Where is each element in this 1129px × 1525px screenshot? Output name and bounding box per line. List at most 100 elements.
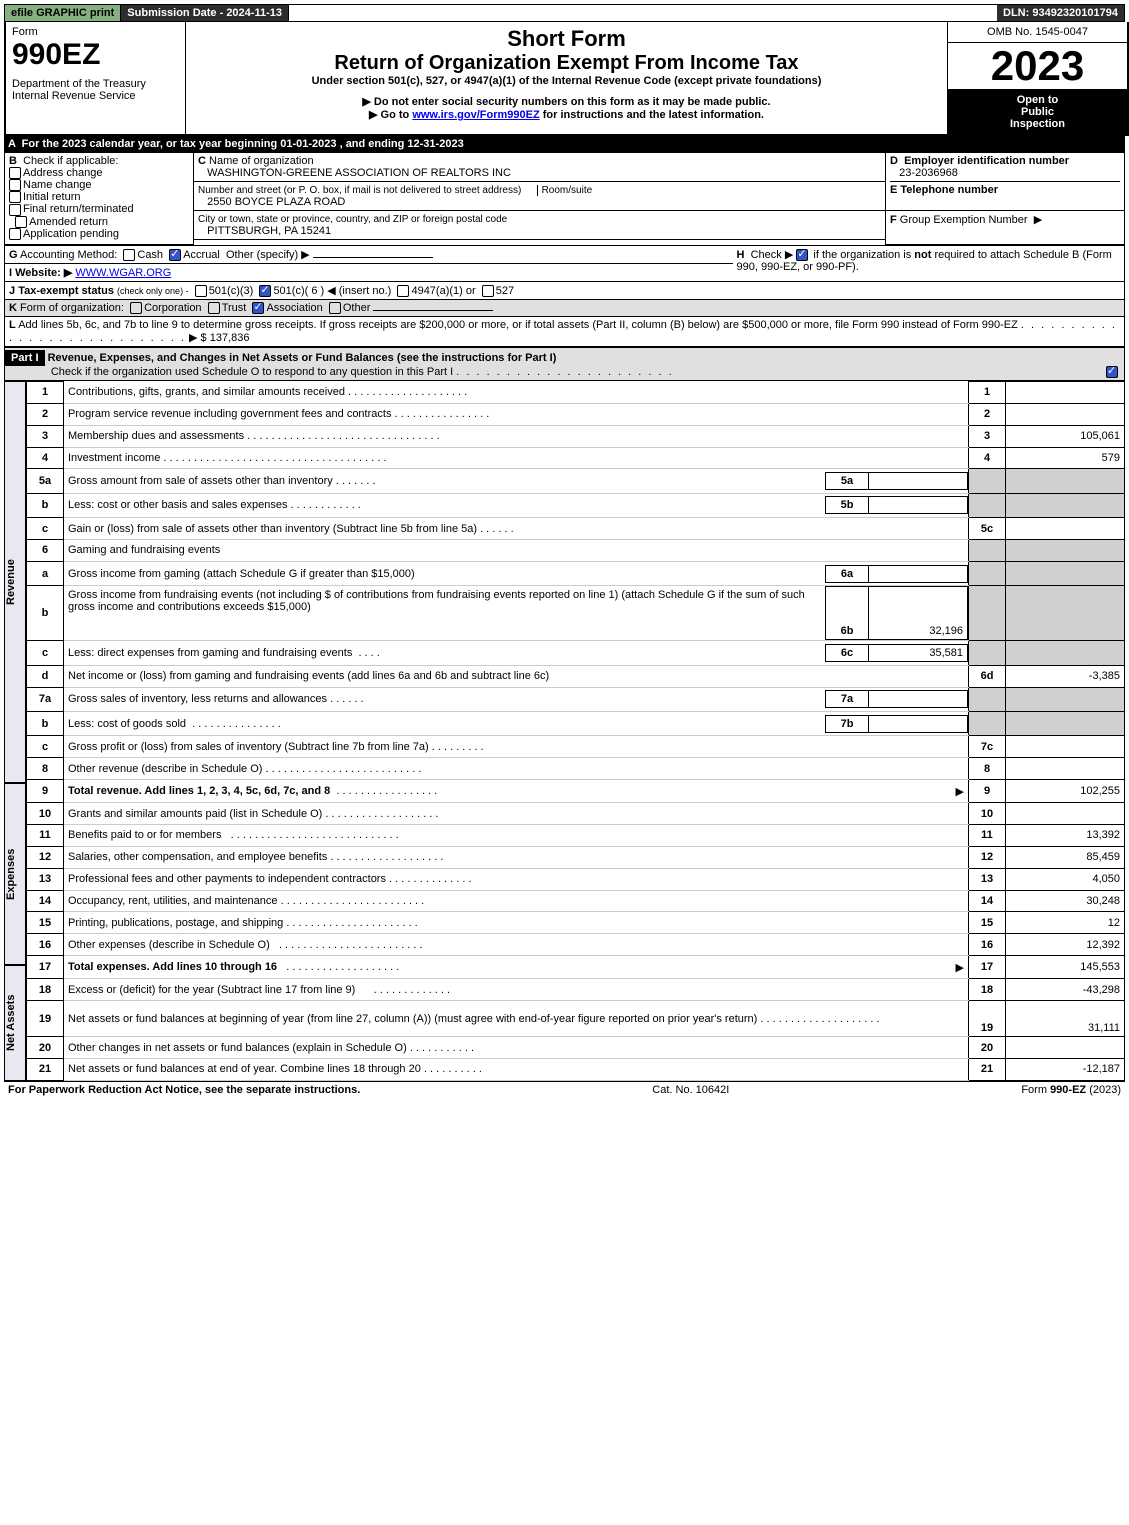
footer-right: Form 990-EZ (2023) bbox=[1021, 1084, 1121, 1096]
checkbox-H[interactable] bbox=[796, 249, 808, 261]
H-text: if the organization is not required to a… bbox=[737, 249, 1112, 273]
J-501c: 501(c)( 6 ) ◀ (insert no.) bbox=[273, 285, 391, 297]
checkbox-address-change[interactable] bbox=[9, 167, 21, 179]
section-B-through-F: B Check if applicable: Address change Na… bbox=[4, 152, 1125, 245]
checkbox-cash[interactable] bbox=[123, 249, 135, 261]
form-word: Form bbox=[12, 26, 179, 38]
K-corp: Corporation bbox=[144, 302, 201, 314]
ein-value: 23-2036968 bbox=[899, 167, 958, 179]
checkbox-amended-return[interactable] bbox=[15, 216, 27, 228]
line-6c: cLess: direct expenses from gaming and f… bbox=[27, 641, 1125, 665]
part-I-body: Revenue Expenses Net Assets 1Contributio… bbox=[4, 381, 1125, 1081]
line-7c: cGross profit or (loss) from sales of in… bbox=[27, 736, 1125, 758]
short-form-title: Short Form bbox=[192, 26, 941, 52]
checkbox-accrual[interactable] bbox=[169, 249, 181, 261]
city-state-zip: PITTSBURGH, PA 15241 bbox=[207, 225, 331, 237]
top-bar: efile GRAPHIC print Submission Date - 20… bbox=[4, 4, 1125, 22]
checkbox-initial-return[interactable] bbox=[9, 191, 21, 203]
street-address: 2550 BOYCE PLAZA ROAD bbox=[207, 196, 345, 208]
line-6: 6Gaming and fundraising events bbox=[27, 540, 1125, 562]
vlabel-revenue: Revenue bbox=[4, 381, 26, 783]
B-final: Final return/terminated bbox=[23, 203, 134, 215]
checkbox-name-change[interactable] bbox=[9, 179, 21, 191]
checkbox-final-return[interactable] bbox=[9, 204, 21, 216]
part-I-heading: Revenue, Expenses, and Changes in Net As… bbox=[48, 352, 557, 364]
line-10: 10Grants and similar amounts paid (list … bbox=[27, 803, 1125, 825]
open-to-text: Open to bbox=[952, 94, 1123, 106]
dln-number: DLN: 93492320101794 bbox=[997, 5, 1124, 21]
K-other: Other bbox=[343, 302, 371, 314]
open-public-inspection: Open to Public Inspection bbox=[948, 90, 1127, 134]
section-C-street: Number and street (or P. O. box, if mail… bbox=[194, 182, 886, 211]
vlabel-expenses: Expenses bbox=[4, 783, 26, 965]
line-19: 19Net assets or fund balances at beginni… bbox=[27, 1001, 1125, 1037]
line-5c: cGain or (loss) from sale of assets othe… bbox=[27, 518, 1125, 540]
topbar-spacer bbox=[289, 5, 997, 21]
checkbox-501c[interactable] bbox=[259, 285, 271, 297]
checkbox-527[interactable] bbox=[482, 285, 494, 297]
part-I-header-row: Part I Revenue, Expenses, and Changes in… bbox=[4, 347, 1125, 381]
J-4947: 4947(a)(1) or bbox=[411, 285, 475, 297]
header-left: Form 990EZ Department of the Treasury In… bbox=[6, 22, 186, 134]
section-I: I Website: ▶ WWW.WGAR.ORG bbox=[5, 263, 733, 281]
vlabel-netassets: Net Assets bbox=[4, 965, 26, 1081]
section-J: J Tax-exempt status (check only one) ‐ 5… bbox=[5, 281, 1125, 299]
L-amount: ▶ $ 137,836 bbox=[189, 332, 249, 344]
part-I-check-desc: Check if the organization used Schedule … bbox=[51, 366, 453, 378]
B-amended: Amended return bbox=[29, 216, 108, 228]
line-21: 21Net assets or fund balances at end of … bbox=[27, 1058, 1125, 1080]
G-label: Accounting Method: bbox=[20, 249, 117, 261]
no-ssn-text: ▶ Do not enter social security numbers o… bbox=[192, 95, 941, 108]
D-label: Employer identification number bbox=[904, 155, 1069, 167]
vertical-labels: Revenue Expenses Net Assets bbox=[4, 381, 26, 1081]
line-18: 18Excess or (deficit) for the year (Subt… bbox=[27, 979, 1125, 1001]
room-suite-label: Room/suite bbox=[537, 185, 593, 196]
section-G: G Accounting Method: Cash Accrual Other … bbox=[5, 245, 733, 263]
checkbox-trust[interactable] bbox=[208, 302, 220, 314]
section-F: F Group Exemption Number ▶ bbox=[886, 211, 1125, 245]
E-label: Telephone number bbox=[900, 184, 998, 196]
K-trust: Trust bbox=[222, 302, 247, 314]
checkbox-schedule-O[interactable] bbox=[1106, 366, 1118, 378]
B-name-change: Name change bbox=[23, 179, 92, 191]
line-9: 9Total revenue. Add lines 1, 2, 3, 4, 5c… bbox=[27, 780, 1125, 803]
line-16: 16Other expenses (describe in Schedule O… bbox=[27, 934, 1125, 956]
section-C-city: City or town, state or province, country… bbox=[194, 211, 886, 240]
line-6a: aGross income from gaming (attach Schedu… bbox=[27, 561, 1125, 585]
line-1: 1Contributions, gifts, grants, and simil… bbox=[27, 381, 1125, 403]
return-title: Return of Organization Exempt From Incom… bbox=[192, 52, 941, 75]
irs-link[interactable]: www.irs.gov/Form990EZ bbox=[412, 109, 539, 121]
F-arrow: ▶ bbox=[1034, 214, 1042, 226]
checkbox-application-pending[interactable] bbox=[9, 228, 21, 240]
B-initial: Initial return bbox=[23, 191, 80, 203]
website-link[interactable]: WWW.WGAR.ORG bbox=[75, 267, 171, 279]
J-label: Tax-exempt status bbox=[18, 285, 114, 297]
checkbox-other-org[interactable] bbox=[329, 302, 341, 314]
line-A: A For the 2023 calendar year, or tax yea… bbox=[4, 136, 1125, 152]
section-L: L Add lines 5b, 6c, and 7b to line 9 to … bbox=[5, 316, 1125, 346]
checkbox-association[interactable] bbox=[252, 302, 264, 314]
section-K: K Form of organization: Corporation Trus… bbox=[5, 299, 1125, 316]
checkbox-501c3[interactable] bbox=[195, 285, 207, 297]
C-name-label: Name of organization bbox=[209, 155, 314, 167]
line-2: 2Program service revenue including gover… bbox=[27, 403, 1125, 425]
B-addr-change: Address change bbox=[23, 167, 103, 179]
footer-left: For Paperwork Reduction Act Notice, see … bbox=[8, 1084, 360, 1096]
organization-name: WASHINGTON-GREENE ASSOCIATION OF REALTOR… bbox=[207, 167, 511, 179]
checkbox-4947[interactable] bbox=[397, 285, 409, 297]
line-12: 12Salaries, other compensation, and empl… bbox=[27, 846, 1125, 868]
checkbox-corporation[interactable] bbox=[130, 302, 142, 314]
header-center: Short Form Return of Organization Exempt… bbox=[186, 22, 947, 134]
header-right: OMB No. 1545-0047 2023 Open to Public In… bbox=[947, 22, 1127, 134]
omb-number: OMB No. 1545-0047 bbox=[948, 22, 1127, 43]
K-assoc: Association bbox=[266, 302, 322, 314]
under-section-text: Under section 501(c), 527, or 4947(a)(1)… bbox=[192, 75, 941, 87]
section-B: B Check if applicable: Address change Na… bbox=[5, 153, 194, 245]
inspection-text: Inspection bbox=[952, 118, 1123, 130]
J-501c3: 501(c)(3) bbox=[209, 285, 254, 297]
section-C-name: C Name of organization WASHINGTON-GREENE… bbox=[194, 153, 886, 182]
line-15: 15Printing, publications, postage, and s… bbox=[27, 912, 1125, 934]
line-6b: bGross income from fundraising events (n… bbox=[27, 586, 1125, 641]
K-label: Form of organization: bbox=[20, 302, 124, 314]
efile-graphic-print[interactable]: efile GRAPHIC print bbox=[5, 5, 121, 21]
